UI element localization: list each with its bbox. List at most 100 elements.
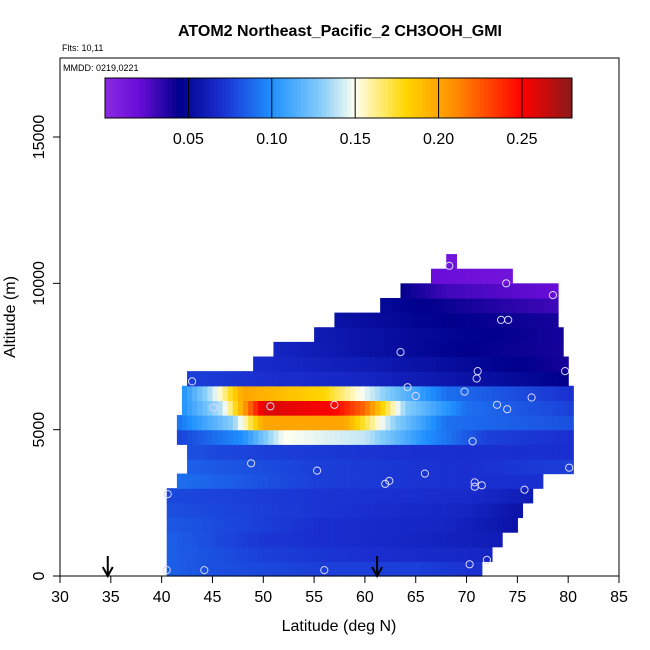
heatmap-cell [314, 327, 320, 343]
heatmap-cell [171, 561, 178, 577]
heatmap-cell [197, 502, 203, 519]
heatmap-cell [268, 458, 275, 475]
colorbar-tick-label: 0.15 [340, 131, 371, 148]
heatmap-cell [507, 268, 513, 284]
heatmap-cell [334, 458, 341, 475]
heatmap-cell [415, 488, 422, 504]
heatmap-cell [415, 327, 422, 343]
heatmap-cell [502, 429, 508, 445]
heatmap-cell [253, 356, 259, 372]
heatmap-cell [222, 473, 229, 489]
heatmap-cell [400, 502, 407, 519]
heatmap-cell [319, 429, 325, 445]
heatmap-cell [466, 473, 473, 489]
heatmap-cell [532, 283, 539, 299]
heatmap-cell [380, 327, 386, 343]
heatmap-cell [385, 546, 391, 562]
heatmap-cell [507, 473, 513, 489]
heatmap-cell [497, 458, 503, 475]
heatmap-cell [558, 341, 564, 358]
heatmap-cell [253, 385, 259, 401]
colorbar-segment [109, 78, 114, 118]
heatmap-cell [263, 371, 269, 387]
heatmap-cell [476, 458, 483, 475]
heatmap-cell [293, 415, 300, 431]
heatmap-cell [354, 371, 361, 387]
heatmap-cell [339, 429, 346, 445]
heatmap-cell [405, 429, 412, 445]
heatmap-cell [278, 385, 285, 401]
heatmap-cell [309, 532, 315, 548]
y-tick-label: 5000 [31, 412, 48, 448]
heatmap-cell [253, 502, 259, 519]
heatmap-cell [268, 429, 275, 445]
heatmap-cell [436, 458, 442, 475]
heatmap-cell [390, 458, 396, 475]
heatmap-cell [354, 415, 361, 431]
heatmap-cell [359, 371, 366, 387]
heatmap-cell [248, 444, 254, 460]
colorbar-segment [384, 78, 390, 118]
heatmap-cell [491, 488, 498, 504]
heatmap-cell [278, 473, 285, 489]
heatmap-cell [309, 371, 315, 387]
colorbar-segment [150, 78, 156, 118]
heatmap-cell [324, 502, 330, 519]
heatmap-cell [344, 429, 351, 445]
heatmap-cell [268, 517, 275, 533]
heatmap-cell [420, 473, 427, 489]
heatmap-cell [415, 400, 422, 416]
flight-point [200, 566, 209, 575]
heatmap-cell [486, 502, 493, 519]
heatmap-cell [481, 444, 488, 460]
heatmap-cell [380, 312, 386, 328]
heatmap-cell [380, 532, 386, 548]
heatmap-cell [471, 517, 478, 533]
heatmap-cell [283, 488, 290, 504]
heatmap-cell [298, 371, 305, 387]
heatmap-cell [359, 415, 366, 431]
colorbar-segment [401, 78, 406, 118]
heatmap-cell [486, 283, 493, 299]
heatmap-cell [181, 561, 188, 577]
heatmap-cell [237, 502, 244, 519]
heatmap-cell [369, 502, 376, 519]
heatmap-cell [248, 371, 254, 387]
heatmap-cell [202, 371, 208, 387]
heatmap-cell [222, 415, 229, 431]
heatmap-cell [441, 268, 447, 284]
heatmap-cell [466, 385, 473, 401]
heatmap-cell [425, 283, 432, 299]
heatmap-cell [491, 283, 498, 299]
heatmap-cell [420, 341, 427, 358]
heatmap-cell [359, 341, 366, 358]
flight-point [411, 391, 420, 401]
heatmap-cell [537, 400, 544, 416]
heatmap-cell [476, 283, 483, 299]
heatmap-cell [395, 488, 402, 504]
heatmap-cell [446, 561, 452, 577]
heatmap-cell [375, 400, 381, 416]
heatmap-cell [242, 400, 249, 416]
heatmap-cell [430, 312, 437, 328]
heatmap-cell [293, 561, 300, 577]
heatmap-cell [314, 385, 320, 401]
heatmap-cell [359, 532, 366, 548]
heatmap-cell [232, 488, 239, 504]
heatmap-cell [497, 488, 503, 504]
heatmap-cell [481, 415, 488, 431]
heatmap-cell [542, 341, 549, 358]
heatmap-cell [446, 254, 452, 270]
heatmap-cell [420, 532, 427, 548]
heatmap-cell [176, 429, 183, 445]
colorbar-segment [188, 78, 194, 118]
heatmap-cell [288, 532, 295, 548]
heatmap-cell [253, 371, 259, 387]
heatmap-cell [547, 385, 554, 401]
heatmap-cell [232, 473, 239, 489]
heatmap-cell [339, 473, 346, 489]
heatmap-cell [212, 400, 219, 416]
heatmap-cell [375, 488, 381, 504]
heatmap-cell [476, 429, 483, 445]
heatmap-cell [471, 415, 478, 431]
